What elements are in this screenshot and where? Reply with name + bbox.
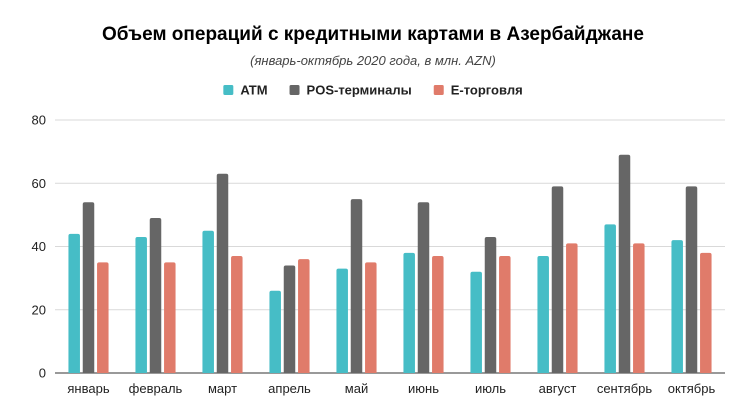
bar-atm-май: [336, 268, 348, 373]
bar-pos-терминалы-май: [350, 199, 363, 373]
bar-pos-терминалы-февраль: [149, 218, 162, 373]
bar-e-торговля-апрель: [298, 259, 310, 373]
y-tick-label-60: 60: [32, 176, 46, 191]
y-tick-label-80: 80: [32, 113, 46, 128]
bars: [68, 154, 712, 373]
x-tick-label-август: август: [539, 381, 577, 396]
bar-e-торговля-июнь: [432, 255, 444, 373]
bar-atm-сентябрь: [604, 224, 616, 373]
x-tick-label-сентябрь: сентябрь: [597, 381, 653, 396]
bar-pos-терминалы-апрель: [283, 265, 296, 373]
bar-e-торговля-август: [566, 243, 578, 373]
legend: ATM POS-терминалы E-торговля: [223, 83, 523, 98]
bar-atm-январь: [68, 233, 80, 373]
bar-e-торговля-январь: [97, 262, 109, 373]
x-tick-label-март: март: [208, 381, 237, 396]
bar-pos-терминалы-август: [551, 186, 564, 373]
bar-pos-терминалы-октябрь: [685, 186, 698, 373]
y-tick-label-40: 40: [32, 239, 46, 254]
bar-atm-октябрь: [671, 240, 683, 373]
x-axis: январь февраль март апрель май июнь июль август…: [67, 381, 715, 396]
bar-e-торговля-сентябрь: [633, 243, 645, 373]
x-tick-label-май: май: [345, 381, 368, 396]
chart-subtitle: (январь-октябрь 2020 года, в млн. AZN): [250, 53, 496, 68]
chart-title: Объем операций с кредитными картами в Аз…: [102, 24, 644, 45]
legend-swatch-e-торговля: [433, 85, 444, 95]
y-tick-label-0: 0: [39, 366, 46, 381]
bar-atm-июль: [470, 271, 482, 373]
bar-atm-апрель: [269, 290, 281, 373]
bar-pos-терминалы-сентябрь: [618, 154, 631, 373]
y-axis: 0 20 40 60 80: [32, 113, 46, 381]
bar-e-торговля-март: [231, 255, 243, 373]
x-tick-label-октябрь: октябрь: [668, 381, 716, 396]
x-tick-label-июль: июль: [475, 381, 506, 396]
bar-pos-терминалы-март: [216, 173, 229, 373]
legend-label-pos-терминалы: POS-терминалы: [307, 83, 412, 98]
x-tick-label-июнь: июнь: [408, 381, 439, 396]
bar-e-торговля-февраль: [164, 262, 176, 373]
y-tick-label-20: 20: [32, 302, 46, 317]
bar-atm-август: [537, 255, 549, 373]
legend-swatch-atm: [223, 85, 234, 95]
x-tick-label-апрель: апрель: [268, 381, 311, 396]
bar-e-торговля-май: [365, 262, 377, 373]
bar-atm-июнь: [403, 252, 415, 373]
x-tick-label-январь: январь: [67, 381, 109, 396]
bar-e-торговля-октябрь: [700, 252, 712, 373]
bar-pos-терминалы-июнь: [417, 202, 430, 373]
legend-swatch-pos-терминалы: [289, 85, 300, 95]
bar-pos-терминалы-июль: [484, 237, 497, 373]
x-tick-label-февраль: февраль: [129, 381, 183, 396]
legend-label-e-торговля: E-торговля: [451, 83, 523, 98]
bar-atm-февраль: [135, 237, 147, 373]
bar-pos-терминалы-январь: [82, 202, 95, 373]
legend-label-atm: ATM: [240, 83, 267, 98]
bar-atm-март: [202, 230, 214, 373]
bar-e-торговля-июль: [499, 255, 511, 373]
